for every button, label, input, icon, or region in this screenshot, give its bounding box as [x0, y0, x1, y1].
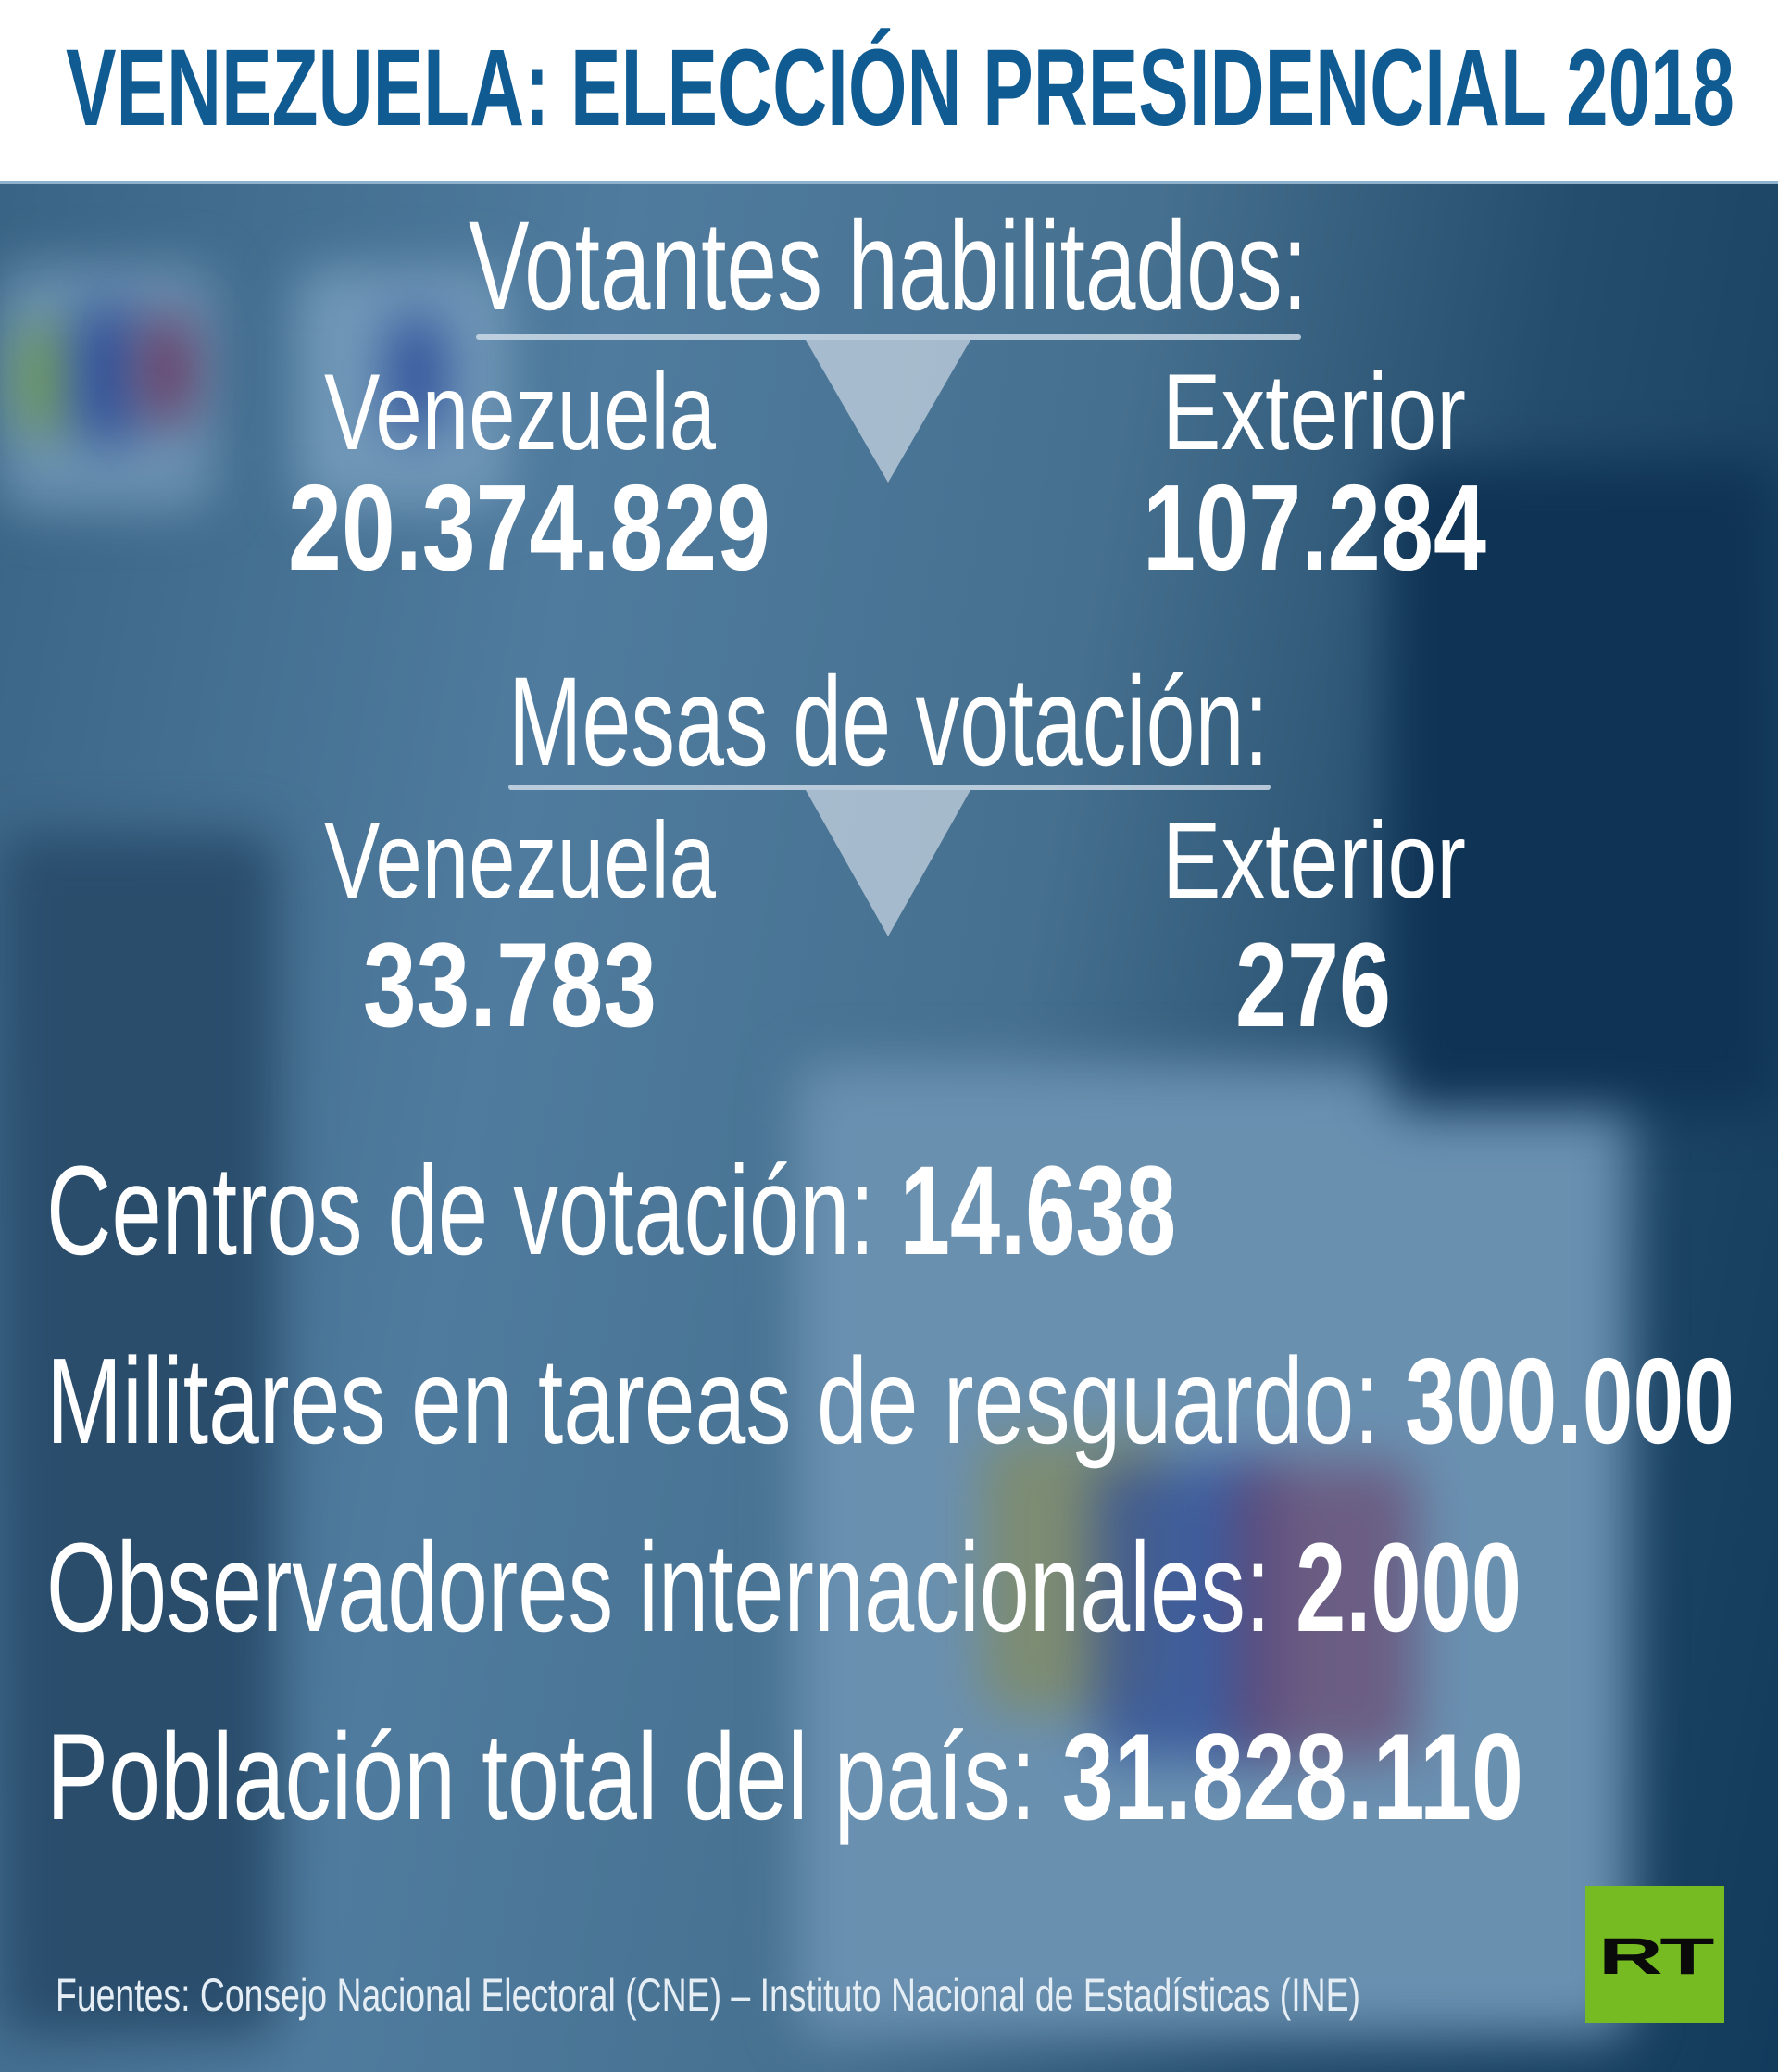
down-triangle-icon [806, 790, 970, 936]
page-title: VENEZUELA: ELECCIÓN PRESIDENCIAL 2018 [66, 27, 1734, 149]
stat-label: Centros de votación: [46, 1140, 900, 1282]
votantes-venezuela-label: Venezuela [324, 351, 716, 472]
mesas-exterior-label: Exterior [1162, 799, 1466, 921]
rt-logo-text: RT [1598, 1927, 1714, 1985]
stat-value: 2.000 [1296, 1517, 1521, 1659]
divider-line [476, 334, 1301, 340]
mesas-exterior-value: 276 [1235, 917, 1391, 1052]
stat-label: Observadores internacionales: [46, 1517, 1296, 1659]
stat-value: 31.828.110 [1061, 1709, 1523, 1846]
down-triangle-icon [806, 340, 970, 483]
mesas-venezuela-value: 33.783 [363, 917, 657, 1052]
header: VENEZUELA: ELECCIÓN PRESIDENCIAL 2018 [0, 0, 1778, 184]
stat-value: 300.000 [1405, 1333, 1734, 1469]
divider-line [508, 785, 1271, 790]
stat-label: Militares en tareas de resguardo: [46, 1333, 1406, 1469]
stat-value: 14.638 [899, 1140, 1176, 1282]
votantes-heading: Votantes habilitados: [469, 195, 1308, 337]
stat-centros: Centros de votación: 14.638 [46, 1148, 1176, 1275]
background-photo [0, 184, 1778, 2072]
stat-observadores: Observadores internacionales: 2.000 [46, 1525, 1521, 1651]
rt-logo: RT [1585, 1886, 1724, 2023]
votantes-venezuela-value: 20.374.829 [288, 459, 770, 596]
votantes-exterior-label: Exterior [1162, 351, 1466, 472]
sources-footer: Fuentes: Consejo Nacional Electoral (CNE… [56, 1969, 1360, 2021]
mesas-venezuela-label: Venezuela [324, 799, 716, 921]
mesas-heading: Mesas de votación: [508, 651, 1269, 793]
votantes-exterior-value: 107.284 [1143, 459, 1486, 596]
stat-militares: Militares en tareas de resguardo: 300.00… [46, 1340, 1734, 1463]
stat-label: Población total del país: [46, 1709, 1062, 1846]
stat-poblacion: Población total del país: 31.828.110 [46, 1716, 1523, 1840]
